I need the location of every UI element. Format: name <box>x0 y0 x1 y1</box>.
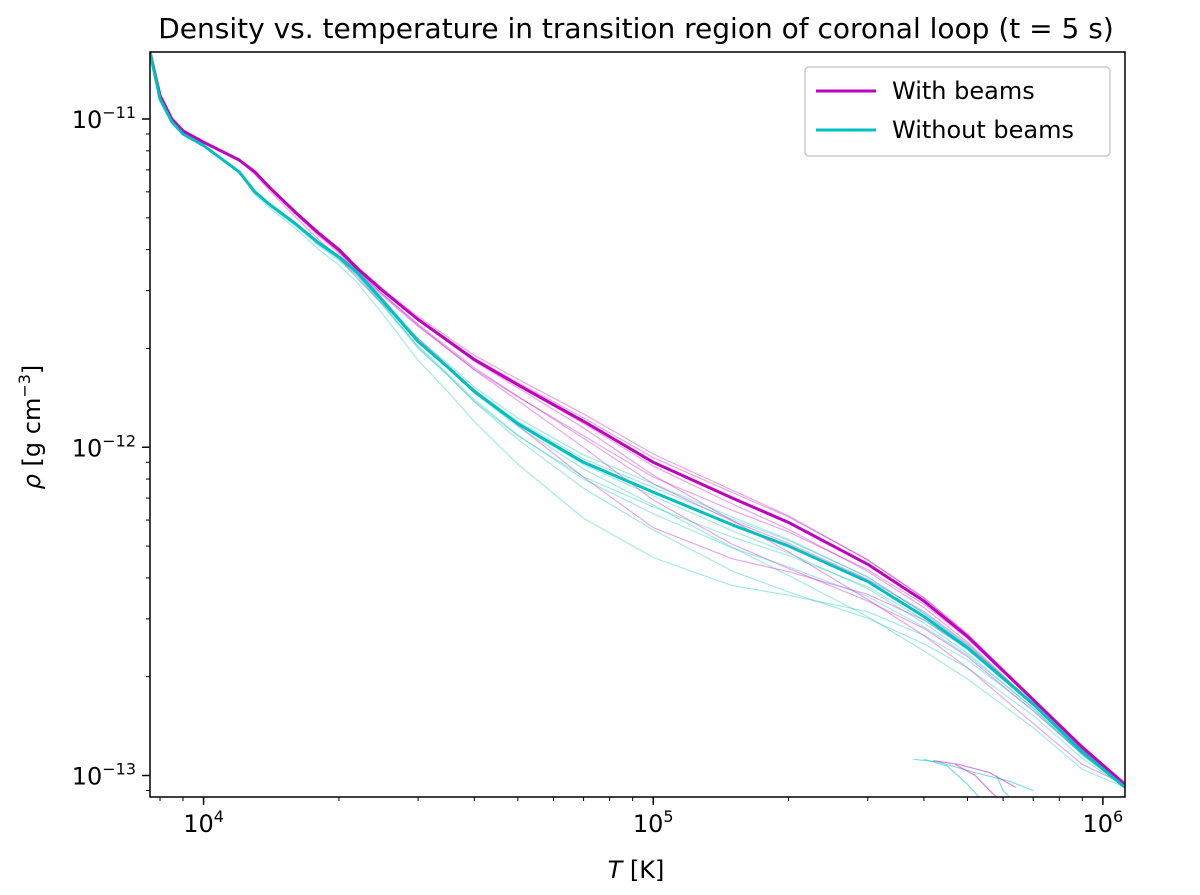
y-tick-label-exponent: −13 <box>102 759 136 778</box>
series-line-without-beams <box>150 52 1125 789</box>
trajectory-fragment <box>923 758 980 797</box>
y-axis-label: ρ [g cm−3] <box>15 365 46 490</box>
y-axis-symbol: ρ <box>18 474 46 489</box>
legend-box <box>804 66 1111 157</box>
trajectory-fragment <box>995 775 1010 797</box>
chart-title: Density vs. temperature in transition re… <box>158 12 1114 45</box>
x-axis-symbol: T <box>608 856 625 884</box>
x-tick-label-exponent: 5 <box>663 807 673 826</box>
x-tick-label-base: 10 <box>183 810 214 838</box>
series-lines <box>150 52 1125 789</box>
y-tick-label-exponent: −12 <box>102 431 136 450</box>
legend-label-with-beams: With beams <box>892 77 1035 105</box>
x-tick-label-base: 10 <box>1083 810 1114 838</box>
y-tick-label-base: 10 <box>72 106 103 134</box>
plot-frame <box>149 51 1126 798</box>
y-tick-label-base: 10 <box>72 434 103 462</box>
legend-label-without-beams: Without beams <box>892 116 1074 144</box>
y-tick-label: 10−12 <box>72 431 136 462</box>
y-axis-unit-suffix: ] <box>18 365 46 374</box>
x-tick-label-base: 10 <box>633 810 664 838</box>
y-axis-unit-exponent: −3 <box>15 374 34 398</box>
y-tick-label-exponent: −11 <box>102 103 136 122</box>
x-tick-label-exponent: 4 <box>214 807 224 826</box>
x-tick-label: 106 <box>1083 807 1124 838</box>
x-axis-unit: [K] <box>622 856 664 884</box>
y-tick-label: 10−13 <box>72 759 136 790</box>
series-line-with-beams <box>150 52 1125 786</box>
y-tick-label-base: 10 <box>72 762 103 790</box>
x-tick-label: 104 <box>183 807 224 838</box>
trajectory-fragment <box>933 760 1017 788</box>
legend: With beams Without beams <box>804 66 1111 157</box>
x-axis-label: T [K] <box>608 856 665 884</box>
y-axis-unit-prefix: [g cm <box>18 398 46 474</box>
trajectory-fragment <box>955 764 997 797</box>
y-tick-label: 10−11 <box>72 103 136 134</box>
x-tick-label: 105 <box>633 807 674 838</box>
x-tick-label-exponent: 6 <box>1113 807 1123 826</box>
